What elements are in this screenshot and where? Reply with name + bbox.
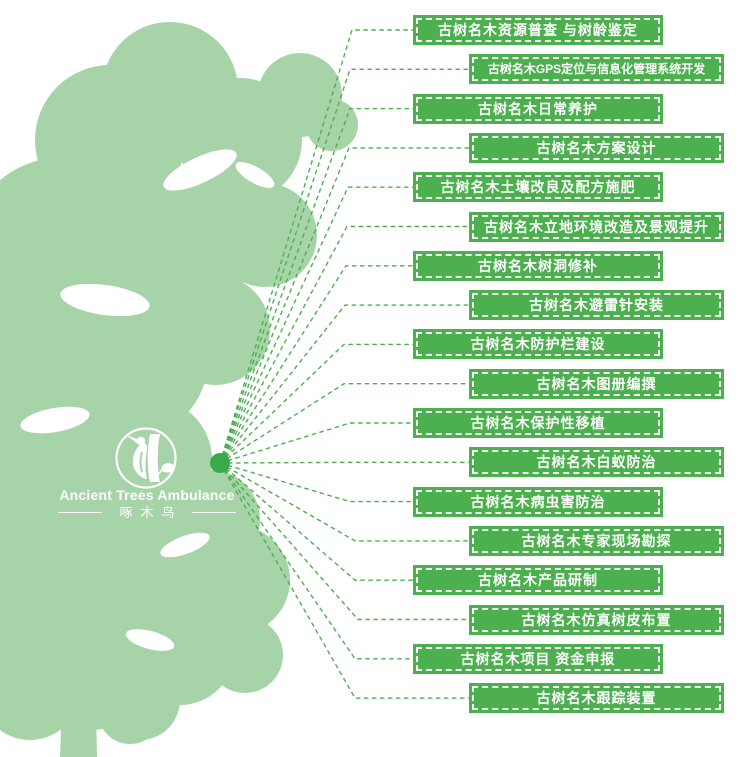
connector-line	[219, 186, 413, 464]
service-banner-gps-system: 古树名木GPS定位与信息化管理系统开发	[469, 54, 724, 85]
service-label: 古树名木图册编撰	[536, 375, 657, 392]
connector-line	[219, 107, 413, 464]
connector-line	[219, 422, 413, 464]
service-banner-plan-design: 古树名木方案设计	[469, 132, 724, 163]
connector-line	[219, 462, 413, 660]
connector-line	[219, 462, 413, 503]
service-banner-lightning-rod: 古树名木避雷针安装	[469, 290, 724, 321]
logo-title: Ancient Trees Ambulance	[59, 487, 235, 503]
subtitle-rule-left	[58, 511, 103, 514]
logo-subtitle-text: 啄木鸟	[119, 505, 183, 520]
connector-line	[219, 68, 469, 464]
service-banner-faux-bark: 古树名木仿真树皮布置	[469, 604, 724, 635]
service-label: 古树名木专家现场勘探	[521, 532, 672, 549]
service-label: 古树名木资源普查 与树龄鉴定	[438, 22, 638, 38]
service-label: 古树名木日常养护	[478, 100, 598, 117]
connector-line	[219, 29, 413, 464]
subtitle-rule-right	[191, 511, 236, 514]
hub-dot	[210, 453, 230, 473]
service-label: 古树名木GPS定位与信息化管理系统开发	[487, 62, 706, 77]
service-banner-daily-care: 古树名木日常养护	[413, 93, 663, 124]
service-label: 古树名木土壤改良及配方施肥	[440, 179, 636, 196]
service-label: 古树名木方案设计	[536, 139, 657, 156]
service-label: 古树名木立地环境改造及景观提升	[484, 218, 709, 235]
service-banner-soil-improve: 古树名木土壤改良及配方施肥	[413, 172, 663, 203]
service-banner-product-develop: 古树名木产品研制	[413, 565, 663, 596]
service-banner-expert-survey: 古树名木专家现场勘探	[469, 525, 724, 556]
logo-subtitle: 啄木鸟	[22, 506, 272, 519]
service-banner-tracking-device: 古树名木跟踪装置	[469, 683, 724, 714]
service-label: 古树名木跟踪装置	[536, 690, 657, 707]
service-banner-protective-transplant: 古树名木保护性移植	[413, 408, 663, 438]
service-label: 古树名木病虫害防治	[470, 493, 606, 510]
connector-line	[219, 265, 413, 464]
service-banner-hollow-repair: 古树名木树洞修补	[413, 250, 663, 281]
service-label: 古树名木白蚁防治	[536, 454, 657, 471]
connector-line	[219, 462, 469, 621]
service-banner-pest-control: 古树名木病虫害防治	[413, 486, 663, 517]
service-label: 古树名木保护性移植	[470, 415, 606, 431]
service-banner-survey-age: 古树名木资源普查 与树龄鉴定	[413, 15, 663, 45]
woodpecker-logo-icon	[115, 427, 177, 489]
service-label: 古树名木项目 资金申报	[460, 650, 616, 667]
service-label: 古树名木仿真树皮布置	[521, 611, 672, 628]
service-label: 古树名木树洞修补	[478, 257, 598, 274]
service-banner-album-compile: 古树名木图册编撰	[469, 368, 724, 399]
service-label: 古树名木防护栏建设	[470, 336, 606, 353]
service-banner-termite-control: 古树名木白蚁防治	[469, 447, 724, 478]
connector-line	[219, 383, 469, 464]
service-label: 古树名木产品研制	[478, 572, 598, 589]
connector-line	[219, 462, 469, 699]
connector-line	[219, 225, 469, 464]
connector-line	[219, 343, 413, 464]
service-banner-site-environment: 古树名木立地环境改造及景观提升	[469, 211, 724, 242]
connector-line	[219, 462, 469, 542]
connector-line	[219, 461, 469, 464]
connector-line	[219, 462, 413, 581]
connector-line	[219, 147, 469, 464]
service-label: 古树名木避雷针安装	[529, 297, 664, 314]
service-banner-guard-fence: 古树名木防护栏建设	[413, 329, 663, 360]
service-banner-funding-apply: 古树名木项目 资金申报	[413, 643, 663, 674]
connector-line	[219, 304, 469, 464]
